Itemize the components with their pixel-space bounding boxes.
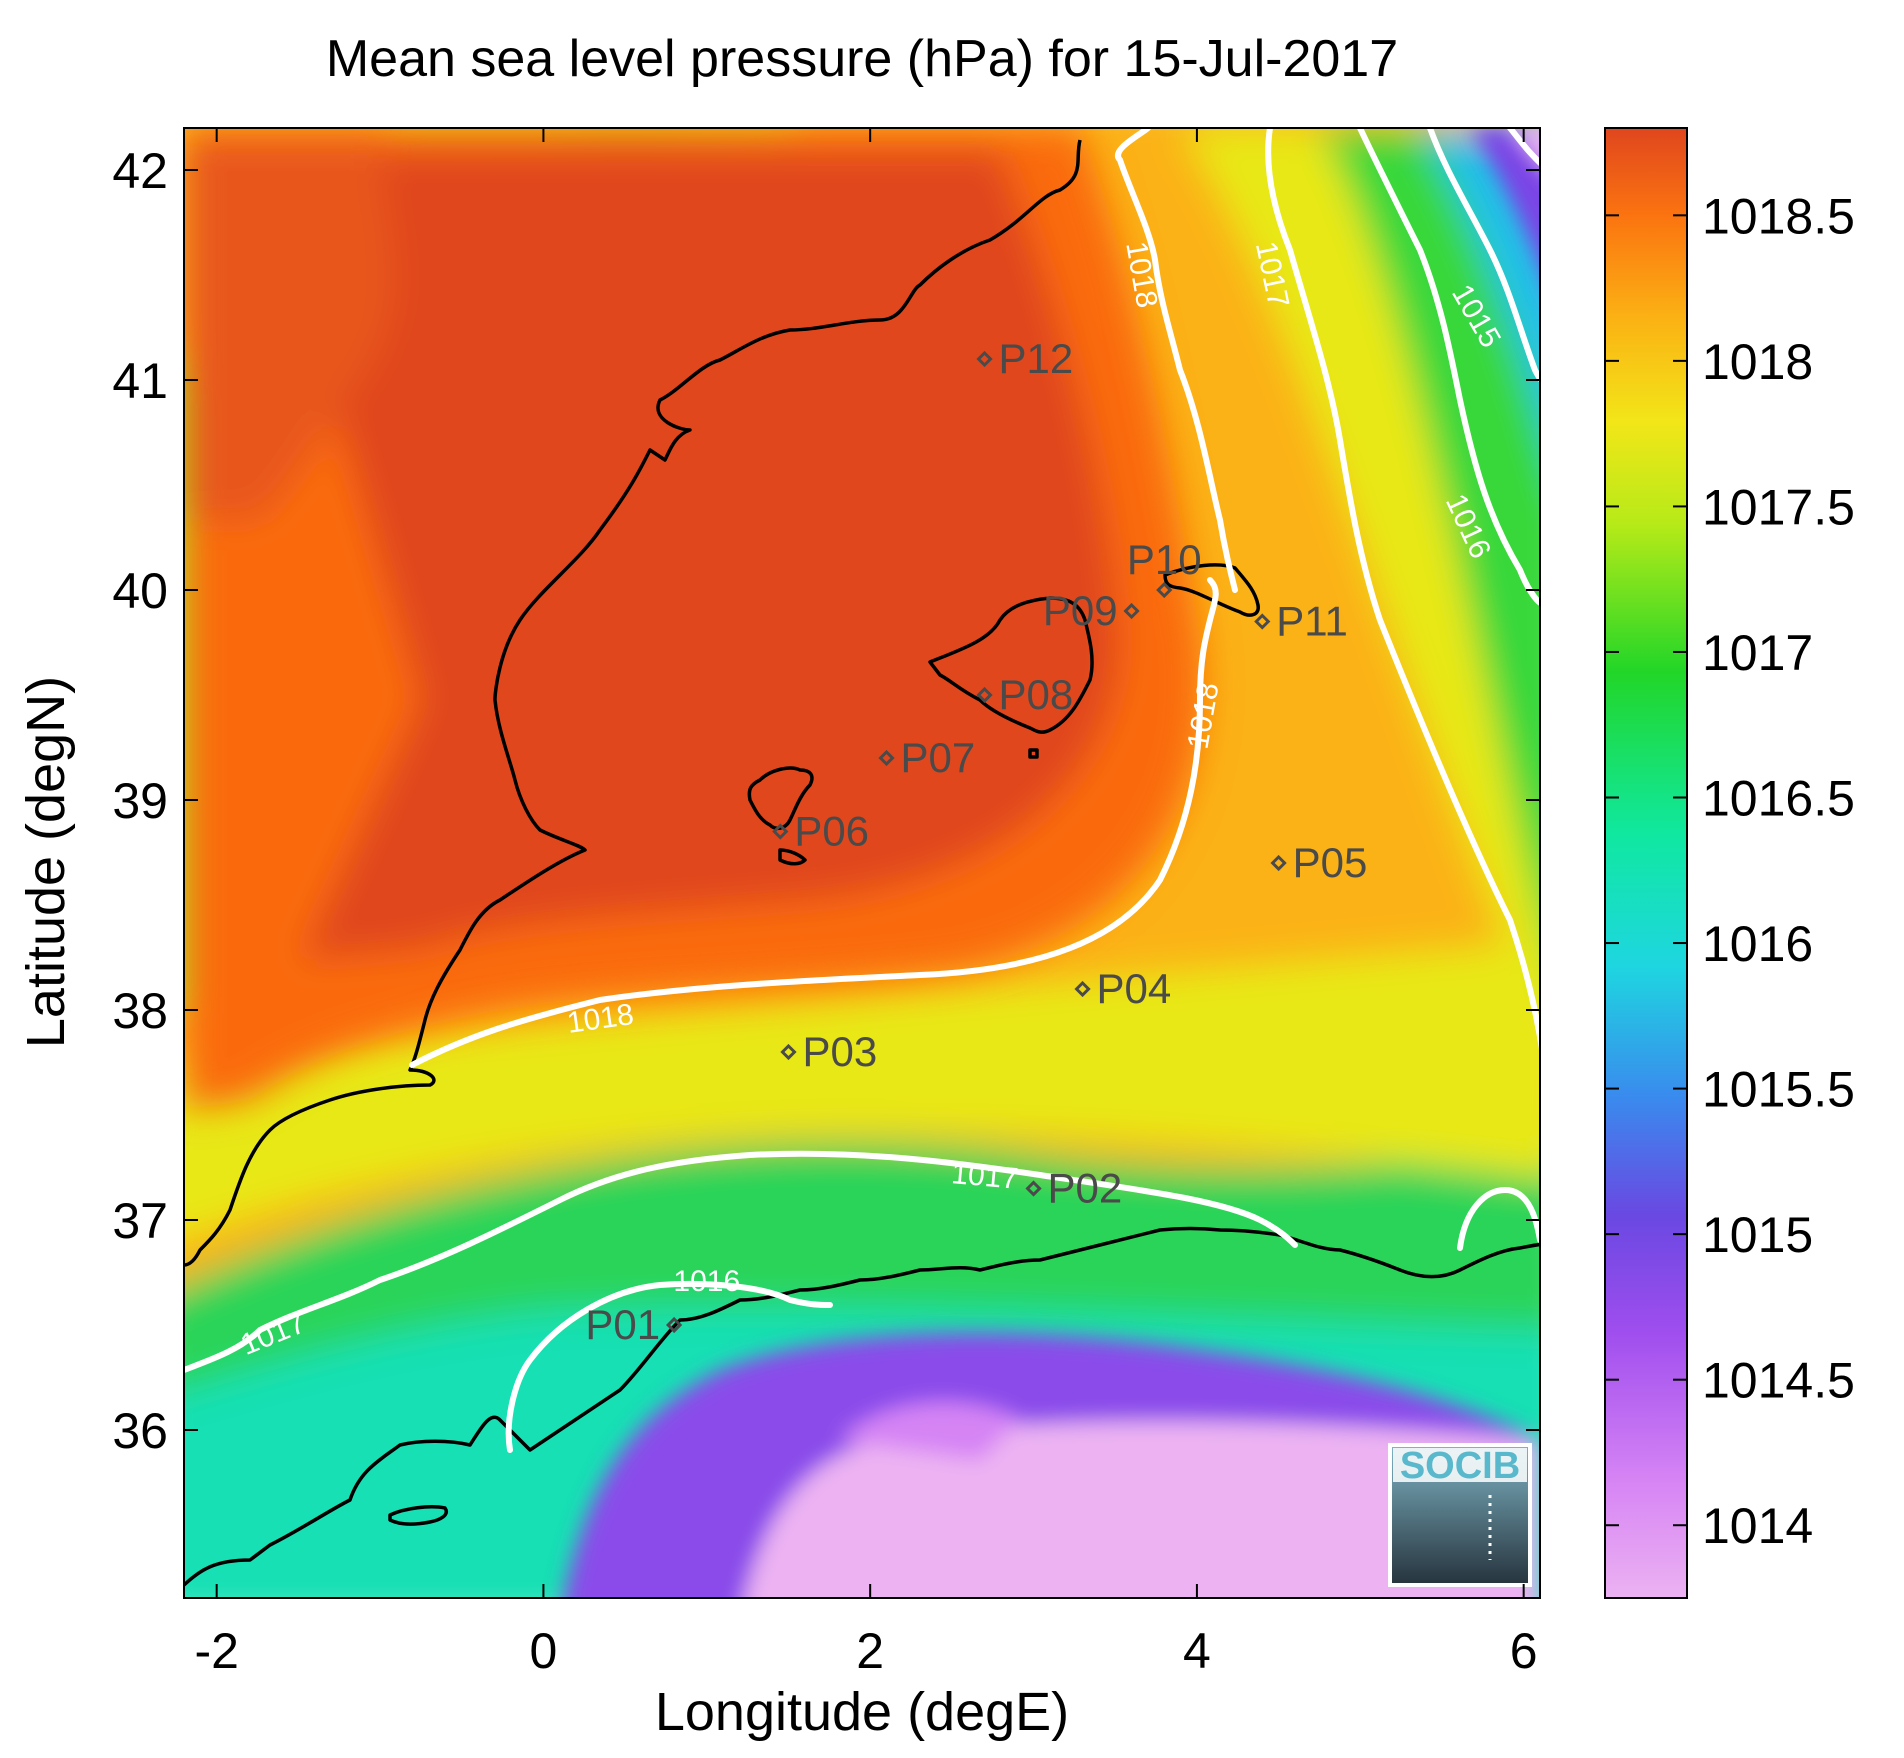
station-label: P02 bbox=[1048, 1165, 1123, 1212]
station-label: P06 bbox=[794, 808, 869, 855]
socib-logo: SOCIB bbox=[1388, 1443, 1532, 1587]
y-tick-label: 42 bbox=[112, 143, 168, 199]
station-label: P08 bbox=[999, 671, 1074, 718]
colorbar-tick-label: 1016 bbox=[1702, 916, 1813, 972]
station-marker bbox=[1025, 1180, 1042, 1197]
x-tick-label: 2 bbox=[856, 1623, 884, 1679]
station-label: P04 bbox=[1097, 965, 1172, 1012]
station-label: P05 bbox=[1293, 839, 1368, 886]
x-axis-title: Longitude (degE) bbox=[655, 1682, 1069, 1742]
x-tick-label: -2 bbox=[194, 1623, 238, 1679]
station-marker bbox=[665, 1316, 683, 1334]
colorbar-gradient bbox=[1604, 127, 1688, 1599]
colorbar-tick-label: 1015.5 bbox=[1702, 1062, 1855, 1118]
chart-title: Mean sea level pressure (hPa) for 15-Jul… bbox=[326, 30, 1398, 88]
station-marker bbox=[1156, 581, 1173, 599]
plot-frame bbox=[183, 127, 1541, 1599]
colorbar-tick-label: 1015 bbox=[1702, 1207, 1813, 1263]
colorbar-tick-label: 1014.5 bbox=[1702, 1353, 1855, 1409]
x-tick-label: 4 bbox=[1183, 1623, 1211, 1679]
station-label: P11 bbox=[1276, 598, 1348, 645]
station-marker bbox=[1254, 613, 1271, 630]
y-axis-title: Latitude (degN) bbox=[16, 676, 76, 1048]
station-label: P09 bbox=[1043, 587, 1118, 634]
x-axis: -2 0 2 4 6 bbox=[194, 128, 1538, 1679]
station-label: P03 bbox=[802, 1028, 877, 1075]
y-tick-label: 40 bbox=[112, 563, 168, 619]
colorbar-tick-label: 1014 bbox=[1702, 1498, 1813, 1554]
station-marker bbox=[1074, 980, 1091, 998]
x-tick-label: 6 bbox=[1510, 1623, 1538, 1679]
station-marker bbox=[976, 686, 993, 704]
y-tick-label: 38 bbox=[112, 983, 168, 1039]
colorbar-tick-label: 1017 bbox=[1702, 625, 1813, 681]
contour-label: 1016 bbox=[673, 1265, 740, 1298]
station-marker bbox=[772, 823, 789, 840]
pressure-field bbox=[184, 128, 1540, 1598]
x-tick-label: 0 bbox=[530, 1623, 558, 1679]
colorbar-tick-label: 1017.5 bbox=[1702, 479, 1855, 535]
colorbar-tick-label: 1016.5 bbox=[1702, 771, 1855, 827]
station-label: P07 bbox=[901, 734, 976, 781]
y-tick-label: 37 bbox=[112, 1193, 168, 1249]
colorbar-tick-label: 1018 bbox=[1702, 334, 1813, 390]
colorbar-tick-label: 1018.5 bbox=[1702, 188, 1855, 244]
station-marker bbox=[780, 1043, 797, 1061]
colorbar-ticks: 1014 1014.5 1015 1015.5 1016 1016.5 1017 1017.5… bbox=[1605, 188, 1855, 1554]
station-marker bbox=[878, 749, 895, 767]
station-marker bbox=[1270, 854, 1287, 872]
station-label: P01 bbox=[585, 1301, 660, 1348]
station-label: P10 bbox=[1127, 536, 1202, 583]
station-label: P12 bbox=[999, 335, 1074, 382]
y-tick-label: 39 bbox=[112, 773, 168, 829]
y-tick-label: 41 bbox=[112, 353, 168, 409]
logo-text: SOCIB bbox=[1400, 1445, 1520, 1487]
contour-label: 1017 bbox=[950, 1157, 1019, 1196]
station-marker bbox=[1123, 602, 1140, 620]
colorbar: 1014 1014.5 1015 1015.5 1016 1016.5 1017 1017.5… bbox=[1604, 127, 1855, 1599]
y-axis: 36 37 38 39 40 41 42 bbox=[112, 143, 1540, 1459]
isobars bbox=[184, 128, 1540, 1453]
station-marker bbox=[976, 350, 993, 368]
y-tick-label: 36 bbox=[112, 1403, 168, 1459]
